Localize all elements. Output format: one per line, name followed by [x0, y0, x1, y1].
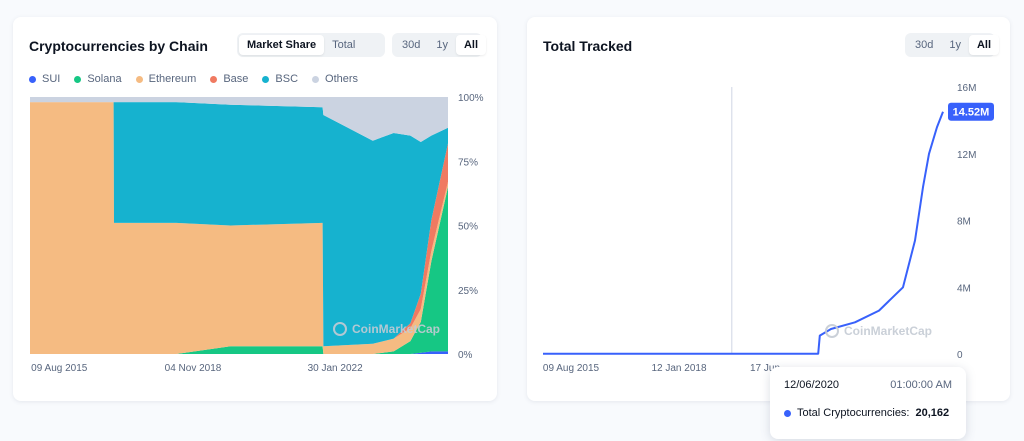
legend-item-others[interactable]: Others: [312, 73, 358, 85]
area-y-tick-label: 50%: [458, 222, 478, 233]
line-x-tick-label: 12 Jan 2018: [651, 363, 706, 374]
right-range-toggle: 30d 1y All: [905, 33, 1000, 57]
area-x-tick-label: 30 Jan 2022: [308, 363, 363, 374]
legend-item-ethereum[interactable]: Ethereum: [135, 73, 197, 85]
legend-dot-bsc: [262, 75, 270, 83]
chain-share-area-chart[interactable]: 0% 25% 50% 75% 100% 09 Aug 2015 04 Nov 2018 30 …: [13, 17, 497, 401]
chain-share-card: Cryptocurrencies by Chain Market Share T…: [13, 17, 497, 401]
left-range-all[interactable]: All: [455, 35, 487, 55]
area-series-others[interactable]: [30, 97, 448, 142]
tooltip-date: 12/06/2020: [784, 379, 840, 391]
legend-dot-base: [210, 75, 218, 83]
line-y-tick-label: 4M: [957, 283, 971, 294]
area-x-tick-label: 09 Aug 2015: [31, 363, 88, 374]
chart-tooltip: 12/06/2020 01:00:00 AM Total Cryptocurre…: [770, 367, 966, 439]
last-value-badge: [948, 102, 994, 121]
last-value-label: 14.52M: [953, 107, 990, 119]
line-series-total-cryptocurrencies[interactable]: [543, 111, 944, 355]
legend-dot-others: [312, 75, 320, 83]
line-y-tick-label: 0: [957, 350, 963, 361]
area-y-tick-label: 100%: [458, 93, 484, 104]
legend-dot-sui: [29, 75, 36, 83]
tooltip-series-label: Total Cryptocurrencies:: [797, 407, 910, 419]
total-tracked-card: Total Tracked 30d 1y All 0 4M 8M 12M 16M 14.5…: [527, 17, 1010, 401]
view-toggle: Market Share Total: [237, 33, 385, 57]
line-y-tick-label: 8M: [957, 217, 971, 228]
tooltip-value: 20,162: [915, 407, 950, 419]
tab-total[interactable]: Total: [332, 39, 356, 51]
legend-label-solana: Solana: [87, 73, 122, 85]
legend-dot-solana: [74, 75, 82, 83]
watermark-right-text: CoinMarketCap: [844, 324, 933, 338]
area-y-tick-label: 25%: [458, 286, 478, 297]
watermark-left-text: CoinMarketCap: [352, 322, 441, 336]
tab-market-share[interactable]: Market Share: [239, 35, 325, 55]
legend-item-solana[interactable]: Solana: [74, 73, 122, 85]
chain-chart-title: Cryptocurrencies by Chain: [29, 38, 208, 54]
legend-item-bsc[interactable]: BSC: [262, 73, 298, 85]
tooltip-time: 01:00:00 AM: [890, 379, 952, 391]
left-range-1y[interactable]: 1y: [436, 39, 448, 51]
legend-label-base: Base: [223, 73, 249, 85]
tooltip-row: Total Cryptocurrencies: 20,162: [784, 407, 949, 419]
right-range-all[interactable]: All: [968, 35, 1000, 55]
line-y-tick-label: 16M: [957, 83, 976, 94]
legend-dot-ethereum: [135, 75, 143, 83]
area-y-tick-label: 75%: [458, 157, 478, 168]
total-tracked-title: Total Tracked: [543, 38, 633, 54]
chain-legend: SUI Solana Ethereum Base BSC Others: [29, 73, 358, 85]
area-series-bsc[interactable]: [30, 102, 448, 347]
line-y-tick-label: 12M: [957, 150, 976, 161]
legend-label-others: Others: [325, 73, 359, 85]
legend-label-ethereum: Ethereum: [148, 73, 197, 85]
coinmarketcap-logo-icon: [825, 324, 839, 338]
watermark-right: CoinMarketCap: [825, 324, 932, 338]
legend-label-bsc: BSC: [275, 73, 299, 85]
right-range-30d[interactable]: 30d: [915, 39, 934, 51]
line-x-tick-label: 17 Jun: [750, 363, 780, 374]
area-series-ethereum[interactable]: [30, 102, 448, 354]
left-range-toggle: 30d 1y All: [392, 33, 487, 57]
watermark-left: CoinMarketCap: [333, 322, 440, 336]
right-range-1y[interactable]: 1y: [949, 39, 961, 51]
line-x-tick-label: 09 Aug 2015: [543, 363, 600, 374]
area-y-tick-label: 0%: [458, 350, 473, 361]
left-range-30d[interactable]: 30d: [402, 39, 421, 51]
legend-item-sui[interactable]: SUI: [29, 73, 60, 85]
coinmarketcap-logo-icon: [333, 322, 347, 336]
total-tracked-line-chart[interactable]: 0 4M 8M 12M 16M 14.52M 09 Aug 2015 12 Jan 2018 1…: [527, 17, 1010, 401]
legend-item-base[interactable]: Base: [210, 73, 248, 85]
legend-label-sui: SUI: [42, 73, 61, 85]
tooltip-series-dot: [784, 409, 791, 417]
area-x-tick-label: 04 Nov 2018: [165, 363, 222, 374]
